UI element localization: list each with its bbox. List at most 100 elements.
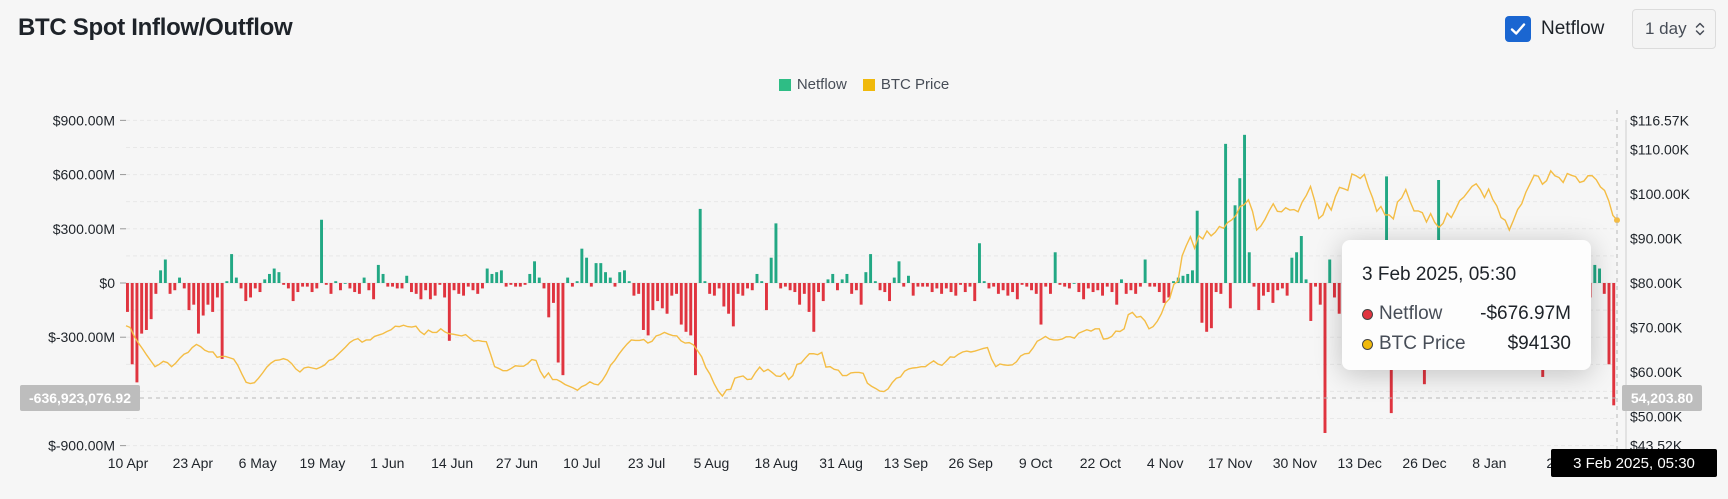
netflow-bar — [845, 273, 849, 283]
price-line-group — [125, 169, 1620, 398]
netflow-bar — [1262, 283, 1265, 296]
netflow-bar — [973, 283, 977, 302]
netflow-bar — [353, 283, 357, 293]
netflow-bar — [220, 283, 224, 359]
netflow-bar — [788, 283, 792, 291]
netflow-bar — [921, 283, 925, 287]
x-axis-tick: 23 Jul — [628, 455, 665, 471]
netflow-bar — [1110, 283, 1114, 293]
price-point-highlight — [1614, 217, 1620, 224]
price-line — [125, 169, 1618, 398]
x-axis-tick: 23 Apr — [173, 455, 214, 471]
netflow-bar — [1058, 283, 1062, 285]
netflow-bar — [992, 283, 996, 287]
netflow-bar — [1101, 283, 1104, 296]
netflow-bar — [1602, 283, 1606, 294]
netflow-bar — [1067, 283, 1071, 289]
netflow-bar — [708, 283, 712, 294]
tooltip-value-btc-price: $94130 — [1507, 333, 1571, 354]
netflow-bar — [888, 283, 891, 302]
interval-select[interactable]: 1 day — [1632, 9, 1716, 49]
netflow-bar — [1295, 252, 1299, 283]
x-axis-tick: 8 Jan — [1472, 455, 1506, 471]
netflow-bar — [930, 283, 934, 293]
netflow-bar — [178, 277, 181, 283]
netflow-checkbox[interactable] — [1505, 16, 1531, 42]
netflow-bar — [286, 283, 290, 289]
netflow-bar — [769, 257, 773, 283]
netflow-bar — [357, 283, 361, 294]
x-axis-tick: 27 Jun — [496, 455, 538, 471]
netflow-bar — [1086, 283, 1090, 289]
netflow-bar — [419, 283, 423, 300]
netflow-bar — [954, 283, 958, 296]
netflow-bar — [343, 283, 347, 284]
netflow-bar — [518, 283, 522, 287]
netflow-toggle[interactable]: Netflow — [1505, 16, 1604, 42]
netflow-bar — [1153, 283, 1157, 287]
netflow-bar — [1304, 279, 1308, 283]
netflow-bar — [774, 223, 778, 283]
netflow-bar — [1077, 283, 1081, 293]
netflow-bar — [637, 283, 641, 294]
x-axis-tick: 30 Nov — [1273, 455, 1317, 471]
x-axis-tick: 6 May — [239, 455, 277, 471]
netflow-bar — [660, 283, 664, 309]
netflow-bar — [873, 281, 877, 283]
netflow-bar — [173, 283, 177, 291]
netflow-bar — [268, 273, 271, 283]
netflow-bar — [987, 283, 991, 289]
netflow-bar — [684, 283, 688, 332]
netflow-bar — [944, 283, 948, 289]
right-axis-tick: $80.00K — [1630, 275, 1683, 291]
netflow-bar — [362, 277, 366, 283]
right-axis-tick: $50.00K — [1630, 409, 1683, 425]
netflow-bar — [826, 279, 830, 283]
netflow-bar — [1034, 283, 1038, 294]
netflow-bar — [883, 283, 887, 293]
x-axis-tick: 4 Nov — [1147, 455, 1184, 471]
netflow-bar — [414, 283, 418, 294]
netflow-bar — [798, 283, 802, 305]
netflow-bar — [296, 283, 300, 293]
netflow-bar — [746, 283, 749, 289]
crosshair — [140, 110, 1618, 450]
netflow-bar — [438, 283, 442, 285]
legend-swatch-netflow — [778, 78, 791, 91]
netflow-bar — [130, 283, 134, 365]
netflow-bar — [1162, 283, 1166, 303]
netflow-bar — [594, 263, 598, 283]
netflow-bar — [234, 277, 238, 283]
netflow-bar — [154, 283, 158, 294]
netflow-bar — [1243, 134, 1246, 283]
netflow-bar — [490, 273, 494, 283]
netflow-bar — [533, 261, 536, 283]
tooltip-name-netflow: Netflow — [1379, 303, 1443, 324]
chart-legend: Netflow BTC Price — [0, 76, 1728, 93]
netflow-bar — [410, 283, 413, 293]
netflow-bar — [585, 257, 589, 283]
netflow-bar — [1290, 257, 1294, 283]
netflow-bar — [935, 283, 939, 289]
legend-item-netflow[interactable]: Netflow — [778, 76, 847, 93]
netflow-bar — [580, 248, 584, 283]
netflow-bar — [632, 283, 636, 296]
netflow-bar — [1200, 283, 1204, 323]
netflow-bar — [163, 259, 167, 283]
netflow-bar — [656, 283, 660, 302]
legend-item-btc-price[interactable]: BTC Price — [862, 76, 949, 93]
netflow-bar — [485, 268, 489, 283]
netflow-bar — [523, 283, 527, 285]
netflow-bar — [391, 283, 394, 287]
netflow-bar — [765, 283, 768, 311]
left-axis-tick: $-300.00M — [48, 329, 115, 345]
netflow-bar — [466, 283, 470, 287]
netflow-bar — [689, 283, 693, 336]
tooltip-dot-btc-price — [1362, 338, 1373, 350]
netflow-bar — [452, 283, 456, 291]
page-title: BTC Spot Inflow/Outflow — [18, 14, 293, 41]
netflow-bar — [570, 283, 574, 287]
netflow-bar — [1105, 283, 1109, 287]
netflow-bar — [821, 283, 825, 302]
